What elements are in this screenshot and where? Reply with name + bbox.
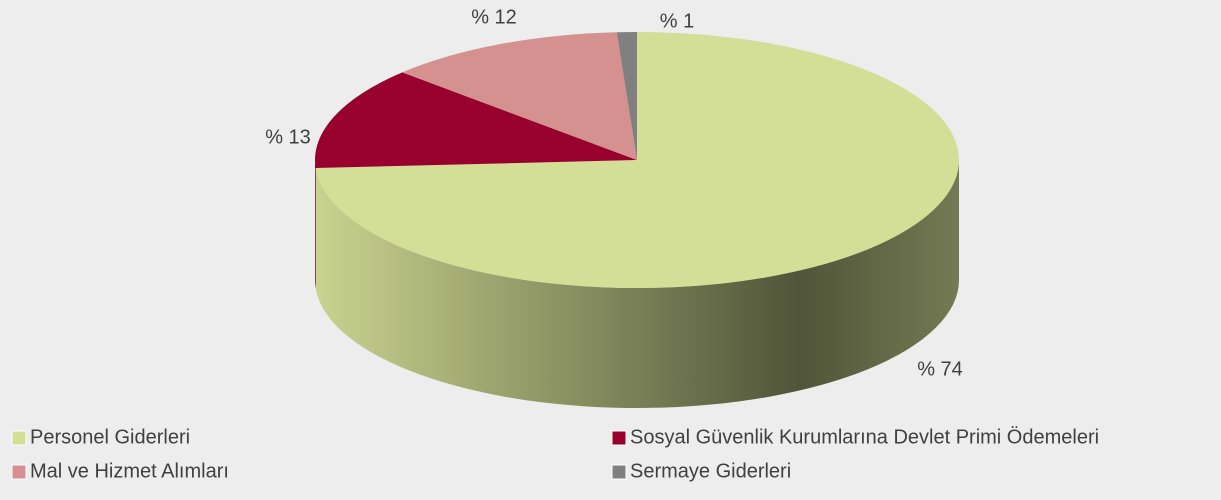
- pie-slice: [402, 32, 637, 160]
- legend-label: Mal ve Hizmet Alımları: [30, 460, 229, 482]
- legend-label: Personel Giderleri: [30, 426, 190, 448]
- side-shade: [315, 160, 960, 409]
- side-shade: [315, 160, 316, 289]
- pie-slice: [315, 72, 637, 169]
- legend-marker: [11, 430, 27, 446]
- legend-marker: [11, 464, 27, 480]
- legend-marker: [611, 430, 627, 446]
- data-label: % 74: [917, 358, 963, 380]
- legend-marker: [611, 464, 627, 480]
- pie-slice: [315, 32, 960, 288]
- data-label: % 1: [660, 10, 694, 32]
- pie-slice: [616, 32, 637, 160]
- legend-label: Sermaye Giderleri: [630, 460, 791, 482]
- data-label: % 12: [471, 6, 517, 28]
- data-label: % 13: [265, 126, 311, 148]
- legend-label: Sosyal Güvenlik Kurumlarına Devlet Primi…: [630, 426, 1099, 448]
